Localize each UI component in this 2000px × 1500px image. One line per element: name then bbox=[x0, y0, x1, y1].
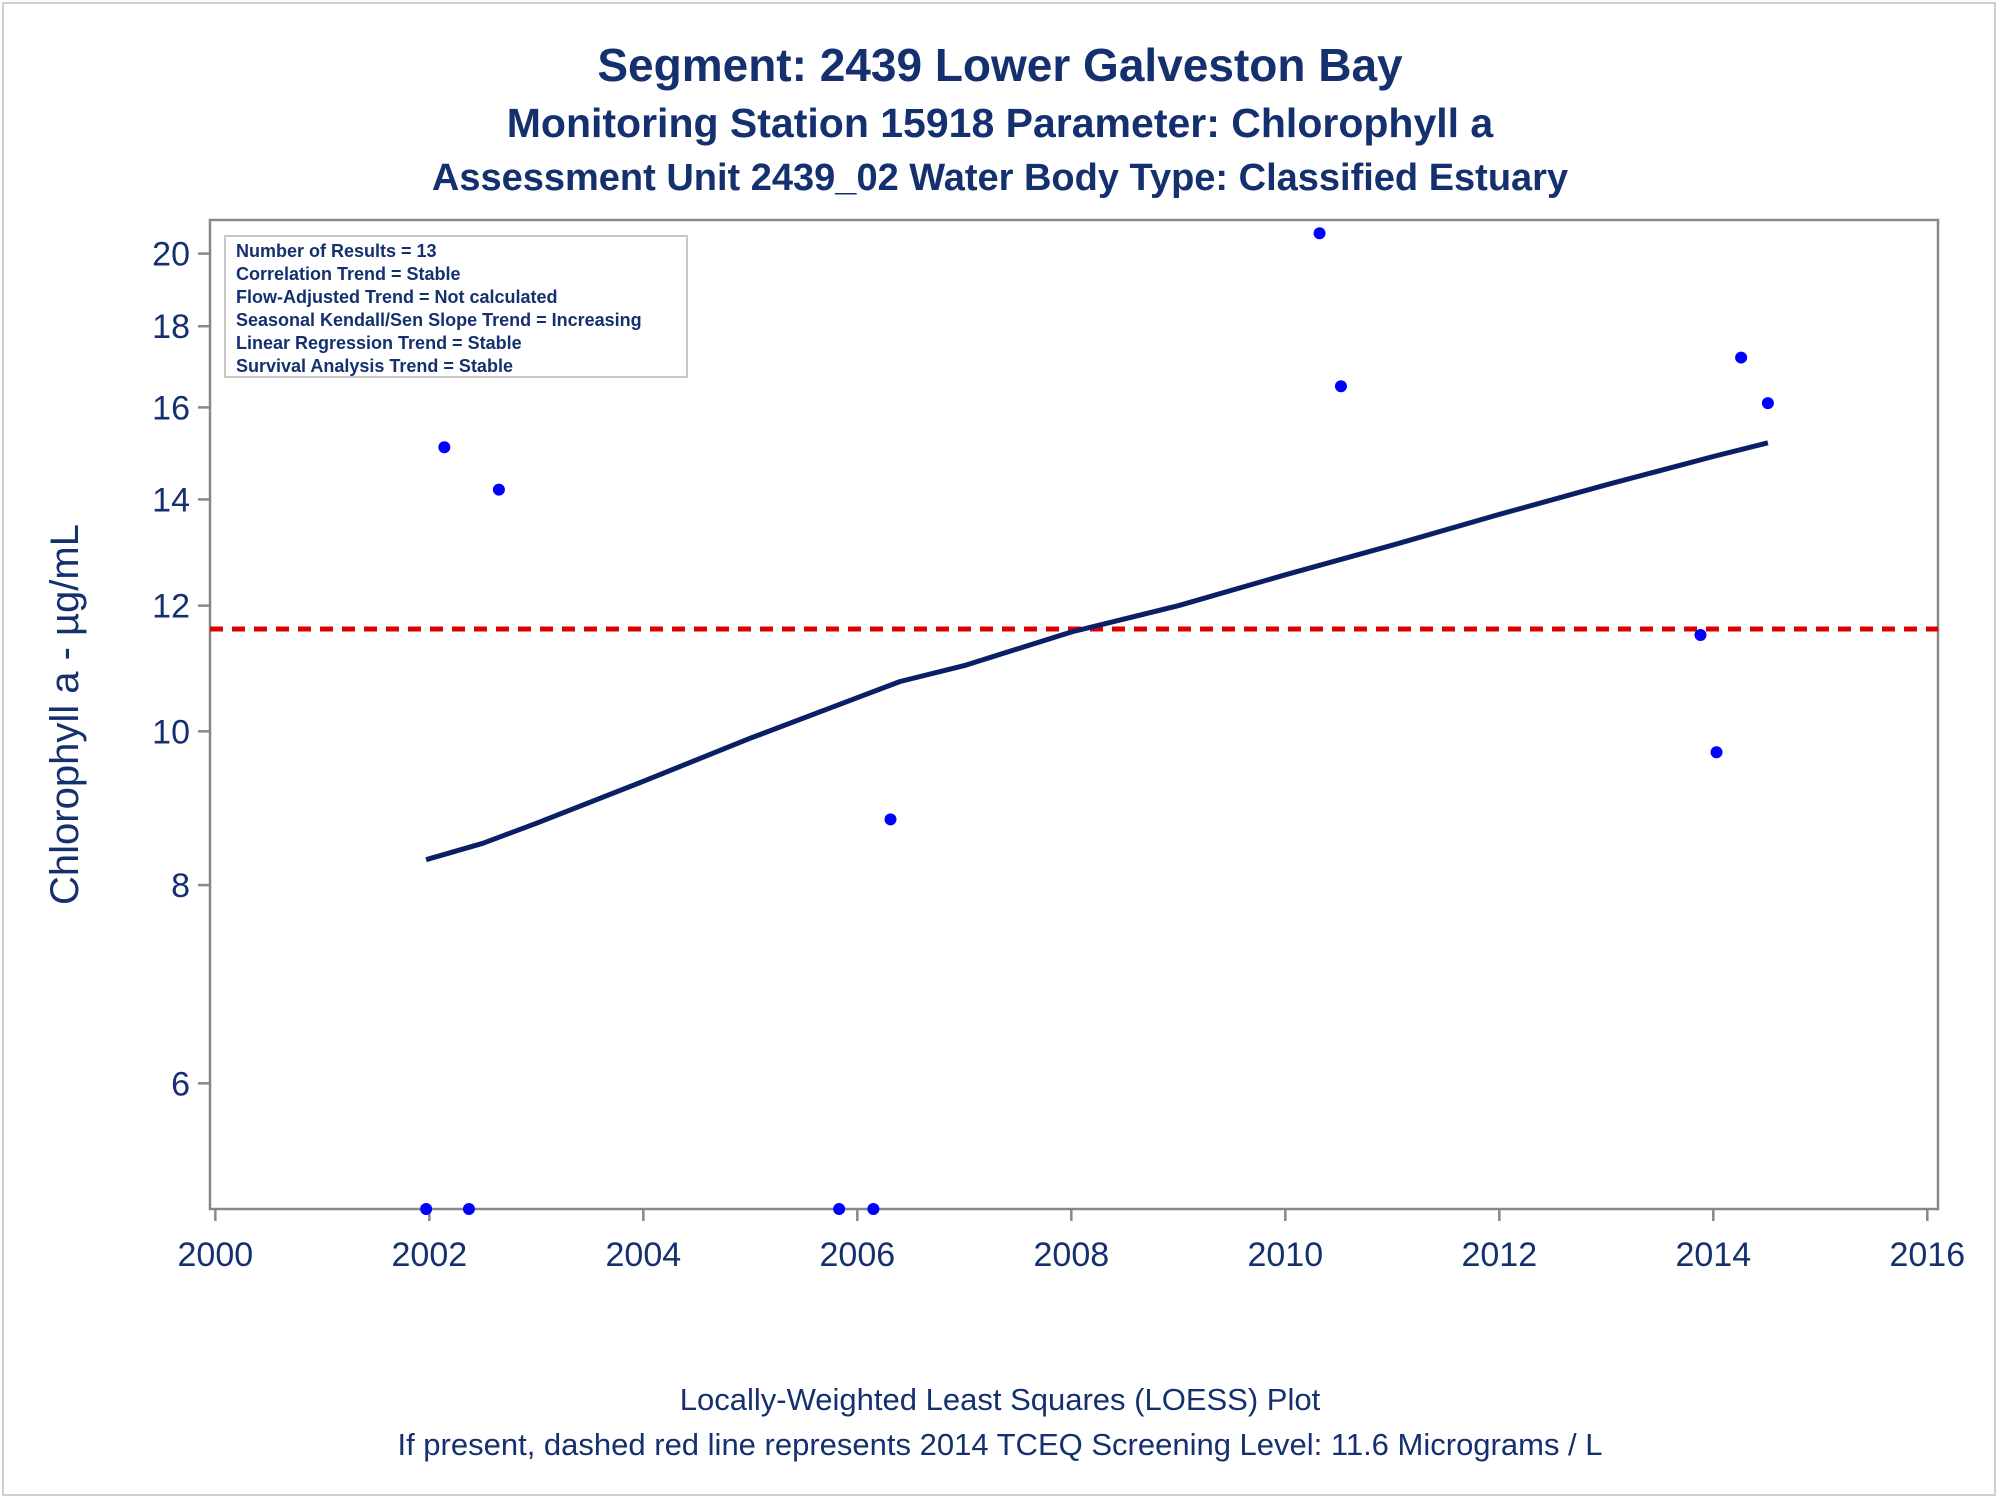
x-tick-label: 2000 bbox=[178, 1236, 254, 1274]
chart-subtitle: Monitoring Station 15918 Parameter: Chlo… bbox=[506, 100, 1494, 146]
data-point bbox=[833, 1203, 846, 1215]
stats-line: Number of Results = 13 bbox=[236, 241, 437, 261]
x-tick-label: 2016 bbox=[1889, 1236, 1965, 1274]
data-point bbox=[884, 813, 897, 826]
stats-line: Linear Regression Trend = Stable bbox=[236, 333, 522, 353]
y-tick-label: 16 bbox=[152, 389, 190, 427]
data-point bbox=[438, 441, 451, 454]
data-point bbox=[462, 1203, 475, 1215]
y-tick-label: 8 bbox=[171, 867, 190, 905]
stats-line: Correlation Trend = Stable bbox=[236, 264, 461, 284]
stats-line: Seasonal Kendall/Sen Slope Trend = Incre… bbox=[236, 310, 642, 330]
data-point bbox=[1761, 397, 1774, 410]
chart-subtitle-2: Assessment Unit 2439_02 Water Body Type:… bbox=[431, 157, 1569, 199]
data-point bbox=[867, 1203, 880, 1215]
stats-box bbox=[224, 235, 688, 378]
footer-note: Locally-Weighted Least Squares (LOESS) P… bbox=[679, 1382, 1321, 1417]
loess-curve bbox=[425, 440, 1769, 863]
x-tick-label: 2010 bbox=[1247, 1236, 1323, 1274]
y-tick-label: 10 bbox=[152, 713, 190, 751]
x-tick-label: 2014 bbox=[1675, 1236, 1751, 1274]
x-tick-label: 2004 bbox=[606, 1236, 682, 1274]
y-tick-label: 20 bbox=[152, 236, 190, 274]
chart-title: Segment: 2439 Lower Galveston Bay bbox=[597, 39, 1403, 91]
data-point bbox=[1334, 380, 1347, 393]
y-tick-label: 18 bbox=[152, 308, 190, 346]
y-tick-label: 12 bbox=[152, 588, 190, 626]
data-point bbox=[1313, 227, 1326, 240]
y-tick-label: 14 bbox=[152, 481, 190, 519]
x-tick-label: 2012 bbox=[1461, 1236, 1537, 1274]
x-tick-label: 2006 bbox=[820, 1236, 896, 1274]
footer-note-2: If present, dashed red line represents 2… bbox=[397, 1427, 1603, 1462]
stats-line: Survival Analysis Trend = Stable bbox=[236, 356, 513, 376]
data-point bbox=[1735, 351, 1748, 364]
data-point bbox=[1710, 746, 1723, 759]
x-tick-label: 2002 bbox=[392, 1236, 468, 1274]
data-point bbox=[492, 483, 505, 496]
data-point bbox=[420, 1203, 433, 1215]
plot-area bbox=[208, 218, 1940, 1211]
data-point bbox=[1694, 628, 1707, 641]
y-axis-label: Chlorophyll a - µg/mL bbox=[43, 524, 87, 905]
y-tick-label: 6 bbox=[171, 1065, 190, 1103]
x-tick-label: 2008 bbox=[1034, 1236, 1110, 1274]
stats-line: Flow-Adjusted Trend = Not calculated bbox=[236, 287, 558, 307]
